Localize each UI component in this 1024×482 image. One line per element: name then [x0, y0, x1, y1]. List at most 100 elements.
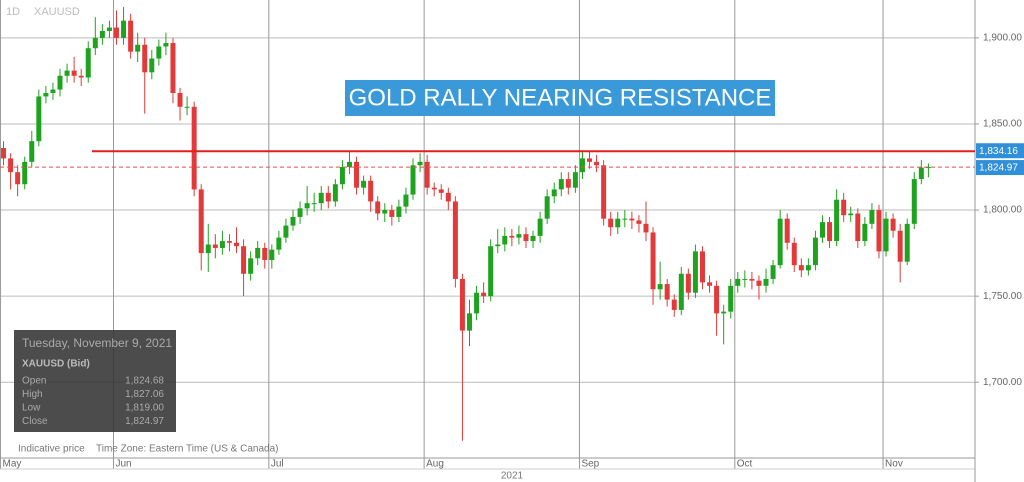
candle-body	[488, 246, 494, 297]
candle-body	[615, 218, 621, 228]
candle-body	[608, 218, 614, 228]
candle-body	[516, 234, 522, 238]
candle-body	[699, 251, 705, 283]
candle-body	[85, 48, 91, 78]
candle-body	[156, 46, 162, 59]
info-label: Close	[22, 416, 48, 427]
candle-body	[466, 313, 472, 331]
candle-body	[149, 58, 155, 73]
info-value: 1,827.06	[125, 389, 164, 400]
candle-body	[869, 210, 875, 224]
candle-body	[657, 284, 663, 290]
candle-body	[106, 27, 112, 31]
candle-body	[495, 244, 501, 247]
candle-body	[763, 278, 769, 286]
candle-body	[219, 241, 225, 248]
candle-body	[890, 218, 896, 231]
candle-body	[685, 273, 691, 293]
candle-body	[431, 187, 437, 190]
candle-body	[262, 247, 268, 260]
candle-body	[544, 196, 550, 219]
candle-body	[438, 189, 444, 193]
candle-body	[368, 180, 374, 202]
candle-body	[911, 179, 917, 224]
candle-body	[862, 223, 868, 242]
candle-body	[558, 179, 564, 190]
grid	[0, 0, 979, 469]
candle-body	[135, 44, 141, 52]
candle-body	[248, 258, 254, 274]
candle-body	[396, 206, 402, 217]
candle-body	[283, 225, 289, 238]
candle-body	[205, 244, 211, 254]
x-tick-label: Jun	[115, 459, 131, 470]
x-tick-label: Oct	[737, 459, 753, 470]
candle-body	[798, 265, 804, 271]
x-tick-label: Jul	[271, 459, 284, 470]
info-value: 1,819.00	[125, 403, 164, 414]
x-year: 2021	[501, 471, 524, 482]
candle-body	[643, 223, 649, 233]
candle-body	[707, 282, 713, 286]
candle-body	[234, 242, 240, 247]
info-box	[14, 330, 176, 432]
candle-body	[855, 213, 861, 242]
candle-body	[184, 106, 190, 108]
candle-body	[198, 189, 204, 254]
candle-body	[113, 27, 119, 38]
candle-body	[918, 167, 924, 180]
x-tick-label: Aug	[426, 459, 444, 470]
candle-body	[410, 165, 416, 195]
candle-body	[361, 180, 367, 188]
candle-body	[509, 235, 515, 238]
candle-body	[325, 192, 331, 202]
candle-body	[629, 218, 635, 221]
candle-body	[805, 265, 811, 271]
candle-body	[784, 218, 790, 243]
candle-body	[445, 192, 451, 202]
candle-body	[22, 161, 28, 185]
candle-body	[226, 241, 232, 243]
candle-body	[191, 106, 197, 190]
candle-body	[8, 158, 14, 173]
title-box	[345, 80, 775, 116]
candle-body	[848, 213, 854, 216]
candle-body	[276, 237, 282, 250]
candle-body	[502, 235, 508, 245]
candle-body	[572, 172, 578, 188]
candle-body	[530, 235, 536, 242]
candle-body	[64, 70, 70, 76]
candle-body	[579, 158, 585, 173]
candle-body	[777, 218, 783, 266]
candle-body	[78, 75, 84, 78]
y-tick-label: 1,700.00	[983, 377, 1022, 388]
candle-body	[728, 285, 734, 312]
footer-note: Time Zone: Eastern Time (US & Canada)	[96, 444, 278, 455]
candle-body	[650, 232, 656, 290]
candle-body	[587, 158, 593, 162]
info-value: 1,824.97	[125, 416, 164, 427]
candle-body	[15, 172, 21, 185]
candle-body	[692, 251, 698, 293]
candle-body	[791, 242, 797, 266]
info-instrument: XAUUSD (Bid)	[22, 359, 90, 370]
candle-body	[812, 237, 818, 266]
y-tick-label: 1,900.00	[983, 33, 1022, 44]
candle-body	[92, 37, 98, 49]
resistance-label: 1,834.16	[979, 146, 1018, 157]
candle-body	[925, 167, 931, 169]
candle-body	[36, 96, 42, 142]
candle-body	[827, 222, 833, 242]
candle-body	[212, 244, 218, 248]
candle-body	[128, 20, 134, 52]
candle-body	[311, 203, 317, 205]
candle-body	[565, 179, 571, 188]
candle-body	[163, 43, 169, 47]
symbol: XAUUSD	[34, 6, 80, 18]
candle-body	[290, 216, 296, 226]
y-tick-label: 1,800.00	[983, 205, 1022, 216]
candle-body	[594, 161, 600, 166]
candle-body	[29, 141, 35, 162]
candle-body	[57, 75, 63, 90]
